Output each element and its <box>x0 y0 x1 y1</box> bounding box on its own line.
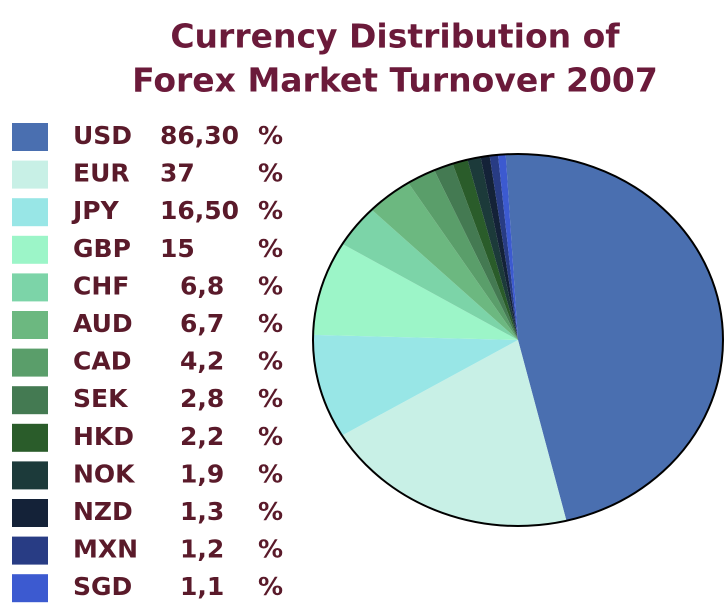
chart-title: Currency Distribution of <box>170 17 620 56</box>
pie-slice <box>505 154 723 521</box>
pie-slice <box>467 157 518 340</box>
unit-label: % <box>258 497 283 526</box>
legend-swatch <box>12 273 48 302</box>
legend-label: CHF <box>73 271 129 300</box>
legend-swatch <box>12 123 48 151</box>
pie-outline <box>312 153 724 527</box>
legend-label: NOK <box>73 459 136 488</box>
unit-label: % <box>258 347 283 376</box>
legend-swatch <box>12 235 48 264</box>
value-label: 15 <box>160 234 195 263</box>
unit-label: % <box>258 459 283 488</box>
value-label: 1,3 <box>180 497 224 526</box>
value-label: 2,2 <box>180 422 224 451</box>
legend-label: USD <box>73 121 132 150</box>
pie-slice <box>342 340 567 526</box>
value-label: 6,8 <box>180 271 224 300</box>
value-label: 1,9 <box>180 459 224 488</box>
legend-swatch <box>12 348 48 377</box>
legend-label: JPY <box>71 196 120 225</box>
legend-label: AUD <box>73 309 133 338</box>
value-label: 6,7 <box>180 309 224 338</box>
legend-label: SGD <box>73 572 132 601</box>
legend-swatch <box>12 461 48 490</box>
legend-swatch <box>12 198 48 227</box>
unit-label: % <box>258 535 283 564</box>
unit-label: % <box>258 572 283 601</box>
pie-slice <box>452 159 518 340</box>
pie-slice <box>313 243 518 340</box>
unit-label: % <box>258 234 283 263</box>
value-label: 1,2 <box>180 535 224 564</box>
unit-label: % <box>258 422 283 451</box>
legend-swatch <box>12 160 48 189</box>
legend-label: HKD <box>73 422 134 451</box>
pie-slice <box>313 334 518 436</box>
legend-label: EUR <box>73 159 130 188</box>
legend-swatch <box>12 536 48 565</box>
value-label: 4,2 <box>180 347 224 376</box>
legend-swatch <box>12 311 48 339</box>
unit-label: % <box>258 384 283 413</box>
pie-slice <box>371 182 518 340</box>
unit-label: % <box>258 196 283 225</box>
legend-label: GBP <box>73 234 131 263</box>
pie-slice <box>480 155 518 340</box>
unit-label: % <box>258 271 283 300</box>
value-label: 16,50 <box>160 196 239 225</box>
pie-slice <box>408 170 518 340</box>
unit-label: % <box>258 121 283 150</box>
chart-title: Forex Market Turnover 2007 <box>132 61 658 100</box>
legend-label: SEK <box>73 384 129 413</box>
pie-slice <box>342 209 518 340</box>
legend-label: CAD <box>73 347 131 376</box>
legend-label: MXN <box>73 535 138 564</box>
legend-swatch <box>12 423 48 452</box>
legend-swatch <box>12 499 48 527</box>
pie-slice <box>489 154 518 340</box>
pie-slice <box>434 163 518 340</box>
unit-label: % <box>258 159 283 188</box>
legend-swatch <box>12 574 48 603</box>
value-label: 37 <box>160 159 195 188</box>
pie-slice <box>497 154 518 340</box>
unit-label: % <box>258 309 283 338</box>
value-label: 86,30 <box>160 121 239 150</box>
legend-swatch <box>12 386 48 415</box>
legend-label: NZD <box>73 497 133 526</box>
value-label: 1,1 <box>180 572 224 601</box>
value-label: 2,8 <box>180 384 224 413</box>
